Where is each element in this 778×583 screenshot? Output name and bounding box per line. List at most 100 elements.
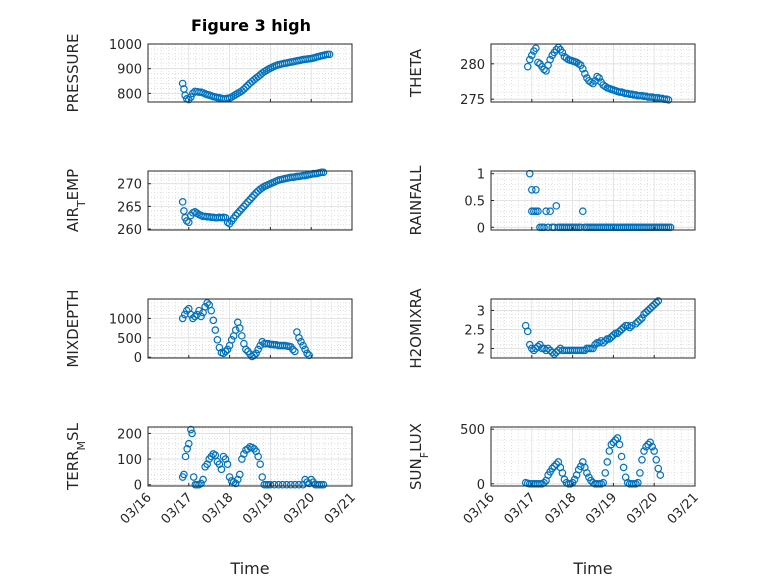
data-point (587, 78, 595, 86)
data-point (605, 335, 614, 343)
data-point (209, 316, 218, 325)
data-point (652, 455, 661, 464)
data-point (207, 306, 216, 315)
data-point (213, 335, 222, 344)
data-point (291, 480, 299, 489)
y-tick-label: 1000 (109, 38, 142, 53)
data-point (254, 452, 262, 461)
data-point (211, 326, 220, 334)
data-point (211, 451, 220, 460)
x-tick-label: 03/21 (665, 490, 702, 527)
data-point (242, 83, 250, 91)
data-point (532, 207, 540, 216)
data-point (180, 470, 188, 479)
data-point (319, 480, 328, 489)
axes-box (490, 426, 696, 487)
data-point (242, 200, 250, 208)
x-tick-label: 03/16 (118, 490, 155, 527)
data-point (654, 297, 663, 305)
data-point (223, 218, 232, 227)
data-point (605, 447, 614, 455)
data-point (591, 340, 599, 349)
data-point (613, 434, 622, 442)
axes-box (147, 426, 353, 487)
data-point (188, 429, 196, 438)
data-point (642, 308, 650, 317)
y-axis-label: AIRTEMP (64, 169, 88, 232)
y-tick-label: 265 (117, 200, 142, 215)
x-tick-label: 03/20 (624, 490, 661, 527)
data-point (291, 347, 299, 356)
data-point (544, 344, 552, 353)
data-point (238, 332, 246, 340)
data-point (623, 321, 632, 330)
data-point (270, 480, 279, 489)
y-tick-label: 0 (477, 221, 485, 236)
data-point (601, 337, 610, 345)
data-point (217, 465, 226, 474)
data-point (648, 442, 656, 451)
y-axis-label: MIXDEPTH (64, 289, 82, 367)
data-point (525, 340, 534, 349)
data-point (201, 302, 209, 311)
data-point (534, 58, 542, 67)
y-tick-label: 2.5 (464, 323, 485, 338)
data-point (185, 218, 193, 227)
data-point (244, 81, 252, 90)
data-point (536, 340, 544, 349)
data-point (254, 345, 262, 354)
data-point (617, 452, 626, 461)
y-tick-label: 1 (477, 168, 485, 183)
data-point (189, 314, 197, 323)
data-point (644, 306, 652, 315)
subplot-sun-flux: 0 500 03/16 03/17 03/18 03/19 03/20 03/21 SUNFLU… (407, 423, 702, 578)
data-point (242, 345, 250, 354)
data-point (540, 223, 548, 232)
y-axis-label: H2OMIXRA (407, 288, 425, 369)
plot-area (491, 427, 695, 486)
y-axis-label: PRESSURE (64, 34, 82, 113)
data-point (183, 445, 191, 453)
data-point (252, 349, 260, 358)
data-point (546, 207, 554, 216)
data-point (297, 337, 305, 346)
data-point (236, 207, 244, 215)
data-point (625, 323, 634, 332)
data-point (231, 479, 240, 488)
y-tick-label: 0 (477, 478, 485, 493)
data-point (617, 325, 626, 334)
data-point (197, 312, 205, 321)
data-point (548, 464, 557, 473)
data-point (238, 204, 246, 213)
data-point (250, 191, 258, 199)
axes-box (490, 298, 696, 359)
data-point (246, 195, 254, 204)
subplot-h2omixra: 2 2.5 3 H2OMIXRA (407, 288, 696, 369)
x-tick-label: 03/19 (583, 490, 620, 527)
subplot-mixdepth: 0 500 1000 MIXDEPTH (64, 289, 353, 368)
y-tick-label: 900 (117, 63, 142, 78)
x-tick-label: 03/18 (542, 490, 579, 527)
data-point (178, 79, 187, 88)
data-point (611, 436, 620, 444)
x-tick-label: 03/21 (322, 490, 359, 527)
data-point (523, 62, 532, 71)
subplot-rainfall: 0 0.5 1 RAINFALL (407, 165, 696, 236)
data-point (231, 211, 240, 220)
y-tick-label: 0 (134, 479, 142, 494)
data-point (181, 452, 190, 461)
subplot-theta: 275 280 THETA (407, 43, 696, 108)
data-point (595, 74, 603, 82)
y-tick-label: 100 (117, 453, 142, 468)
x-tick-label: 03/17 (502, 490, 539, 527)
y-tick-label: 1000 (109, 312, 142, 327)
data-point (240, 450, 248, 458)
axes-box (147, 43, 353, 103)
data-point (552, 45, 561, 54)
data-point (664, 96, 673, 104)
data-point (646, 304, 654, 313)
y-axis-label: SUNFLUX (407, 423, 431, 490)
subplot-pressure: 800 900 1000 PRESSURE (64, 34, 353, 113)
data-point (652, 299, 661, 307)
data-point (540, 65, 548, 74)
